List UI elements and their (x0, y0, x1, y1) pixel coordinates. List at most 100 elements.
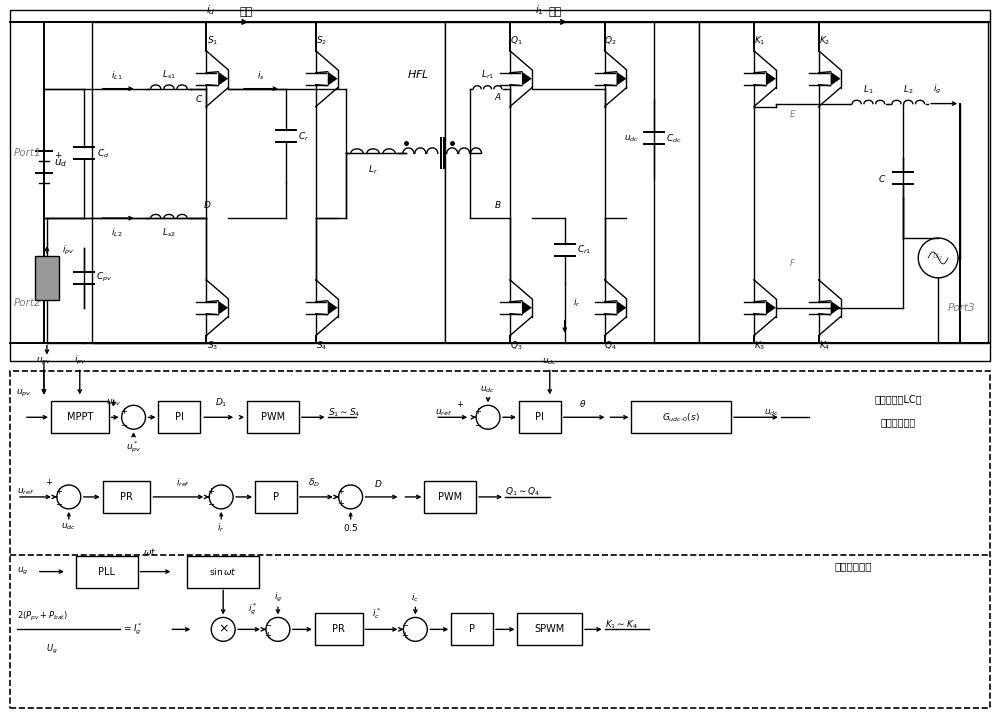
Polygon shape (766, 301, 776, 315)
Text: $K_2$: $K_2$ (819, 34, 830, 47)
Text: $i_{L2}$: $i_{L2}$ (111, 226, 122, 238)
FancyBboxPatch shape (699, 22, 988, 342)
Text: $S_2$: $S_2$ (316, 34, 327, 47)
Text: $u_g$: $u_g$ (17, 566, 29, 577)
Text: $Q_1{\sim}Q_4$: $Q_1{\sim}Q_4$ (505, 485, 540, 498)
Text: PR: PR (120, 492, 133, 502)
FancyBboxPatch shape (424, 481, 476, 513)
Text: $\theta$: $\theta$ (579, 398, 586, 410)
Text: PR: PR (332, 624, 345, 634)
FancyBboxPatch shape (51, 402, 109, 433)
Polygon shape (617, 301, 626, 315)
Text: $-$: $-$ (474, 419, 482, 427)
Text: $u_{dc}$: $u_{dc}$ (480, 385, 496, 395)
Text: $C_d$: $C_d$ (97, 147, 109, 160)
Text: $D$: $D$ (203, 199, 211, 210)
Text: $+$: $+$ (337, 486, 345, 496)
Text: $-$: $-$ (207, 498, 215, 508)
Text: $i_d$: $i_d$ (206, 3, 216, 17)
Text: $+$: $+$ (264, 630, 272, 640)
Text: $+$: $+$ (120, 406, 128, 416)
Text: $S_4$: $S_4$ (316, 339, 327, 352)
Text: $+$: $+$ (45, 477, 53, 487)
Polygon shape (218, 72, 228, 86)
Text: $K_4$: $K_4$ (819, 339, 830, 352)
Text: $0.5$: $0.5$ (343, 522, 358, 533)
Text: $E$: $E$ (789, 108, 797, 119)
Text: $i_c^*$: $i_c^*$ (372, 606, 381, 621)
Text: $i_s$: $i_s$ (257, 69, 265, 82)
Polygon shape (522, 72, 532, 86)
Text: $-$: $-$ (120, 419, 128, 427)
Text: $C_{pv}$: $C_{pv}$ (96, 271, 112, 284)
FancyBboxPatch shape (247, 402, 299, 433)
Text: $u_{dc}$: $u_{dc}$ (542, 357, 557, 367)
Text: $+$: $+$ (54, 150, 62, 160)
Text: P: P (273, 492, 279, 502)
Polygon shape (522, 301, 532, 315)
Text: $Q_4$: $Q_4$ (604, 339, 617, 352)
Text: $u_{dc}$: $u_{dc}$ (764, 407, 779, 417)
Text: $B$: $B$ (494, 199, 502, 210)
Text: $F$: $F$ (789, 258, 797, 268)
FancyBboxPatch shape (451, 614, 493, 645)
Text: $u_d$: $u_d$ (54, 158, 67, 169)
Text: $i_{ref}$: $i_{ref}$ (176, 476, 190, 489)
Text: $L_{s2}$: $L_{s2}$ (162, 226, 175, 238)
Polygon shape (617, 72, 626, 86)
Text: $\delta_D$: $\delta_D$ (308, 476, 320, 489)
Text: $\omega t$: $\omega t$ (143, 546, 156, 556)
Text: $i_g$: $i_g$ (933, 82, 941, 96)
Text: $i_c$: $i_c$ (411, 592, 419, 604)
Text: $S_1$: $S_1$ (207, 34, 218, 47)
FancyBboxPatch shape (35, 256, 59, 300)
Text: $u_{pv}$: $u_{pv}$ (16, 388, 32, 400)
Text: Port1: Port1 (14, 148, 42, 158)
Text: $\sin\omega t$: $\sin\omega t$ (209, 566, 237, 577)
Text: $+$: $+$ (337, 498, 345, 508)
Text: $C$: $C$ (878, 173, 886, 184)
FancyBboxPatch shape (158, 402, 200, 433)
Text: $S_3$: $S_3$ (207, 339, 218, 352)
Text: PLL: PLL (98, 566, 115, 576)
Text: $u_{pv}$: $u_{pv}$ (106, 398, 121, 410)
FancyBboxPatch shape (631, 402, 731, 433)
Text: $L_2$: $L_2$ (903, 83, 913, 96)
Text: $Q_3$: $Q_3$ (510, 339, 522, 352)
Text: PI: PI (535, 412, 544, 422)
Text: $=I_g^*$: $=I_g^*$ (122, 621, 142, 637)
Text: $2(P_{pv}+P_{bat})$: $2(P_{pv}+P_{bat})$ (17, 610, 68, 623)
Text: $L_r$: $L_r$ (368, 163, 378, 176)
Text: $U_g$: $U_g$ (46, 643, 58, 657)
Text: $u_{dc}$: $u_{dc}$ (61, 522, 76, 532)
Text: $u_{ref}$: $u_{ref}$ (17, 487, 34, 497)
FancyBboxPatch shape (10, 10, 990, 360)
FancyBboxPatch shape (103, 481, 150, 513)
Text: $-$: $-$ (401, 619, 409, 628)
Text: $Q_2$: $Q_2$ (604, 34, 617, 47)
Text: $u_{ref}$: $u_{ref}$ (435, 407, 452, 417)
Text: $+$: $+$ (207, 486, 215, 496)
Text: $i_1$: $i_1$ (535, 3, 544, 17)
Text: PI: PI (175, 412, 184, 422)
Text: PWM: PWM (438, 492, 462, 502)
Text: PWM: PWM (261, 412, 285, 422)
Polygon shape (328, 301, 338, 315)
Text: $C$: $C$ (195, 93, 203, 104)
Text: $i_r$: $i_r$ (217, 522, 225, 534)
Text: 副边: 副边 (548, 7, 561, 17)
Text: Port3: Port3 (948, 303, 976, 313)
Text: $K_1{\sim}K_4$: $K_1{\sim}K_4$ (605, 618, 637, 631)
Polygon shape (328, 72, 338, 86)
FancyBboxPatch shape (76, 556, 138, 588)
Text: $i_{L1}$: $i_{L1}$ (111, 69, 122, 82)
Text: $K_1$: $K_1$ (754, 34, 766, 47)
Text: $i_r$: $i_r$ (573, 296, 580, 309)
Text: P: P (469, 624, 475, 634)
Polygon shape (218, 301, 228, 315)
Text: $S_1{\sim}S_4$: $S_1{\sim}S_4$ (328, 406, 360, 419)
Text: $\times$: $\times$ (218, 623, 229, 636)
Text: $K_3$: $K_3$ (754, 339, 766, 352)
FancyBboxPatch shape (187, 556, 259, 588)
FancyBboxPatch shape (10, 372, 990, 708)
